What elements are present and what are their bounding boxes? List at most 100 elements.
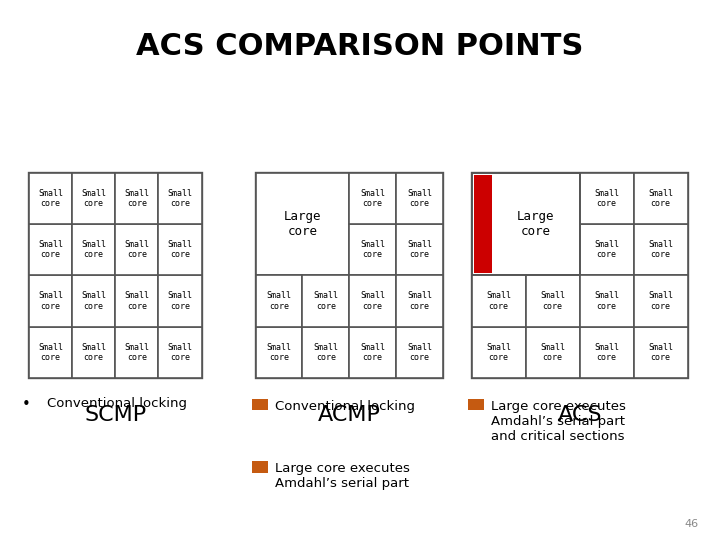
- Text: Large
core: Large core: [517, 210, 554, 238]
- Bar: [396, 173, 443, 224]
- Text: Small
core: Small core: [266, 343, 292, 362]
- Text: Small
core: Small core: [360, 189, 385, 208]
- Bar: [634, 327, 688, 378]
- Bar: [72, 275, 115, 327]
- Text: Small
core: Small core: [81, 292, 106, 310]
- Bar: [634, 275, 688, 327]
- Text: ACMP: ACMP: [318, 405, 381, 425]
- Bar: [474, 175, 492, 273]
- Bar: [256, 173, 443, 378]
- Bar: [472, 173, 580, 275]
- Bar: [302, 327, 349, 378]
- Bar: [349, 275, 396, 327]
- Text: Conventional locking: Conventional locking: [275, 400, 415, 413]
- Bar: [396, 275, 443, 327]
- Text: Small
core: Small core: [81, 343, 106, 362]
- Bar: [472, 327, 526, 378]
- Text: ACS COMPARISON POINTS: ACS COMPARISON POINTS: [136, 32, 584, 62]
- Bar: [29, 275, 72, 327]
- Text: Large
core: Large core: [284, 210, 321, 238]
- Text: Small
core: Small core: [594, 292, 619, 310]
- Text: Small
core: Small core: [360, 292, 385, 310]
- Bar: [72, 327, 115, 378]
- Text: 46: 46: [684, 519, 698, 529]
- Bar: [256, 173, 349, 275]
- Text: Conventional locking: Conventional locking: [47, 397, 186, 410]
- Text: ACS: ACS: [557, 405, 602, 425]
- Text: Small
core: Small core: [266, 292, 292, 310]
- Bar: [349, 224, 396, 275]
- Bar: [29, 173, 72, 224]
- Bar: [349, 173, 396, 224]
- Text: •: •: [22, 397, 30, 412]
- Text: Small
core: Small core: [38, 240, 63, 259]
- Text: Small
core: Small core: [168, 240, 192, 259]
- Bar: [472, 173, 580, 275]
- Text: Small
core: Small core: [594, 240, 619, 259]
- Bar: [580, 224, 634, 275]
- Bar: [580, 275, 634, 327]
- Text: Small
core: Small core: [407, 292, 432, 310]
- Bar: [29, 224, 72, 275]
- Bar: [302, 275, 349, 327]
- Text: Small
core: Small core: [648, 292, 673, 310]
- Bar: [396, 224, 443, 275]
- Bar: [115, 275, 158, 327]
- Bar: [29, 173, 202, 378]
- Text: Small
core: Small core: [125, 240, 149, 259]
- Bar: [256, 327, 302, 378]
- Bar: [252, 399, 268, 410]
- Text: Small
core: Small core: [360, 343, 385, 362]
- Text: Small
core: Small core: [168, 343, 192, 362]
- Bar: [158, 224, 202, 275]
- Bar: [526, 327, 580, 378]
- Text: Small
core: Small core: [168, 189, 192, 208]
- Text: Small
core: Small core: [313, 292, 338, 310]
- Text: Small
core: Small core: [360, 240, 385, 259]
- Text: Small
core: Small core: [125, 189, 149, 208]
- Text: Small
core: Small core: [594, 343, 619, 362]
- Bar: [29, 327, 72, 378]
- Bar: [472, 173, 688, 378]
- Bar: [526, 275, 580, 327]
- Text: Large core executes
Amdahl’s serial part: Large core executes Amdahl’s serial part: [275, 462, 410, 490]
- Bar: [472, 275, 526, 327]
- Text: Small
core: Small core: [168, 292, 192, 310]
- Bar: [115, 173, 158, 224]
- Text: Small
core: Small core: [407, 189, 432, 208]
- Text: Small
core: Small core: [38, 292, 63, 310]
- Text: Small
core: Small core: [540, 292, 565, 310]
- Bar: [72, 173, 115, 224]
- Text: Small
core: Small core: [81, 189, 106, 208]
- Bar: [468, 399, 484, 410]
- Text: Small
core: Small core: [486, 343, 511, 362]
- Text: Small
core: Small core: [38, 343, 63, 362]
- Text: Large core executes
Amdahl’s serial part
and critical sections: Large core executes Amdahl’s serial part…: [491, 400, 626, 443]
- Text: Small
core: Small core: [486, 292, 511, 310]
- Text: Small
core: Small core: [540, 343, 565, 362]
- Bar: [634, 224, 688, 275]
- Text: Small
core: Small core: [648, 189, 673, 208]
- Text: SCMP: SCMP: [84, 405, 146, 425]
- Text: Small
core: Small core: [313, 343, 338, 362]
- Bar: [252, 461, 268, 472]
- Bar: [580, 173, 634, 224]
- Text: Small
core: Small core: [81, 240, 106, 259]
- Text: Small
core: Small core: [407, 240, 432, 259]
- Text: Small
core: Small core: [125, 292, 149, 310]
- Bar: [396, 327, 443, 378]
- Text: Small
core: Small core: [125, 343, 149, 362]
- Text: Small
core: Small core: [648, 343, 673, 362]
- Bar: [115, 224, 158, 275]
- Bar: [634, 173, 688, 224]
- Bar: [72, 224, 115, 275]
- Bar: [158, 173, 202, 224]
- Text: Small
core: Small core: [38, 189, 63, 208]
- Bar: [580, 327, 634, 378]
- Bar: [158, 327, 202, 378]
- Bar: [158, 275, 202, 327]
- Bar: [256, 275, 302, 327]
- Text: Small
core: Small core: [648, 240, 673, 259]
- Bar: [115, 327, 158, 378]
- Text: Small
core: Small core: [407, 343, 432, 362]
